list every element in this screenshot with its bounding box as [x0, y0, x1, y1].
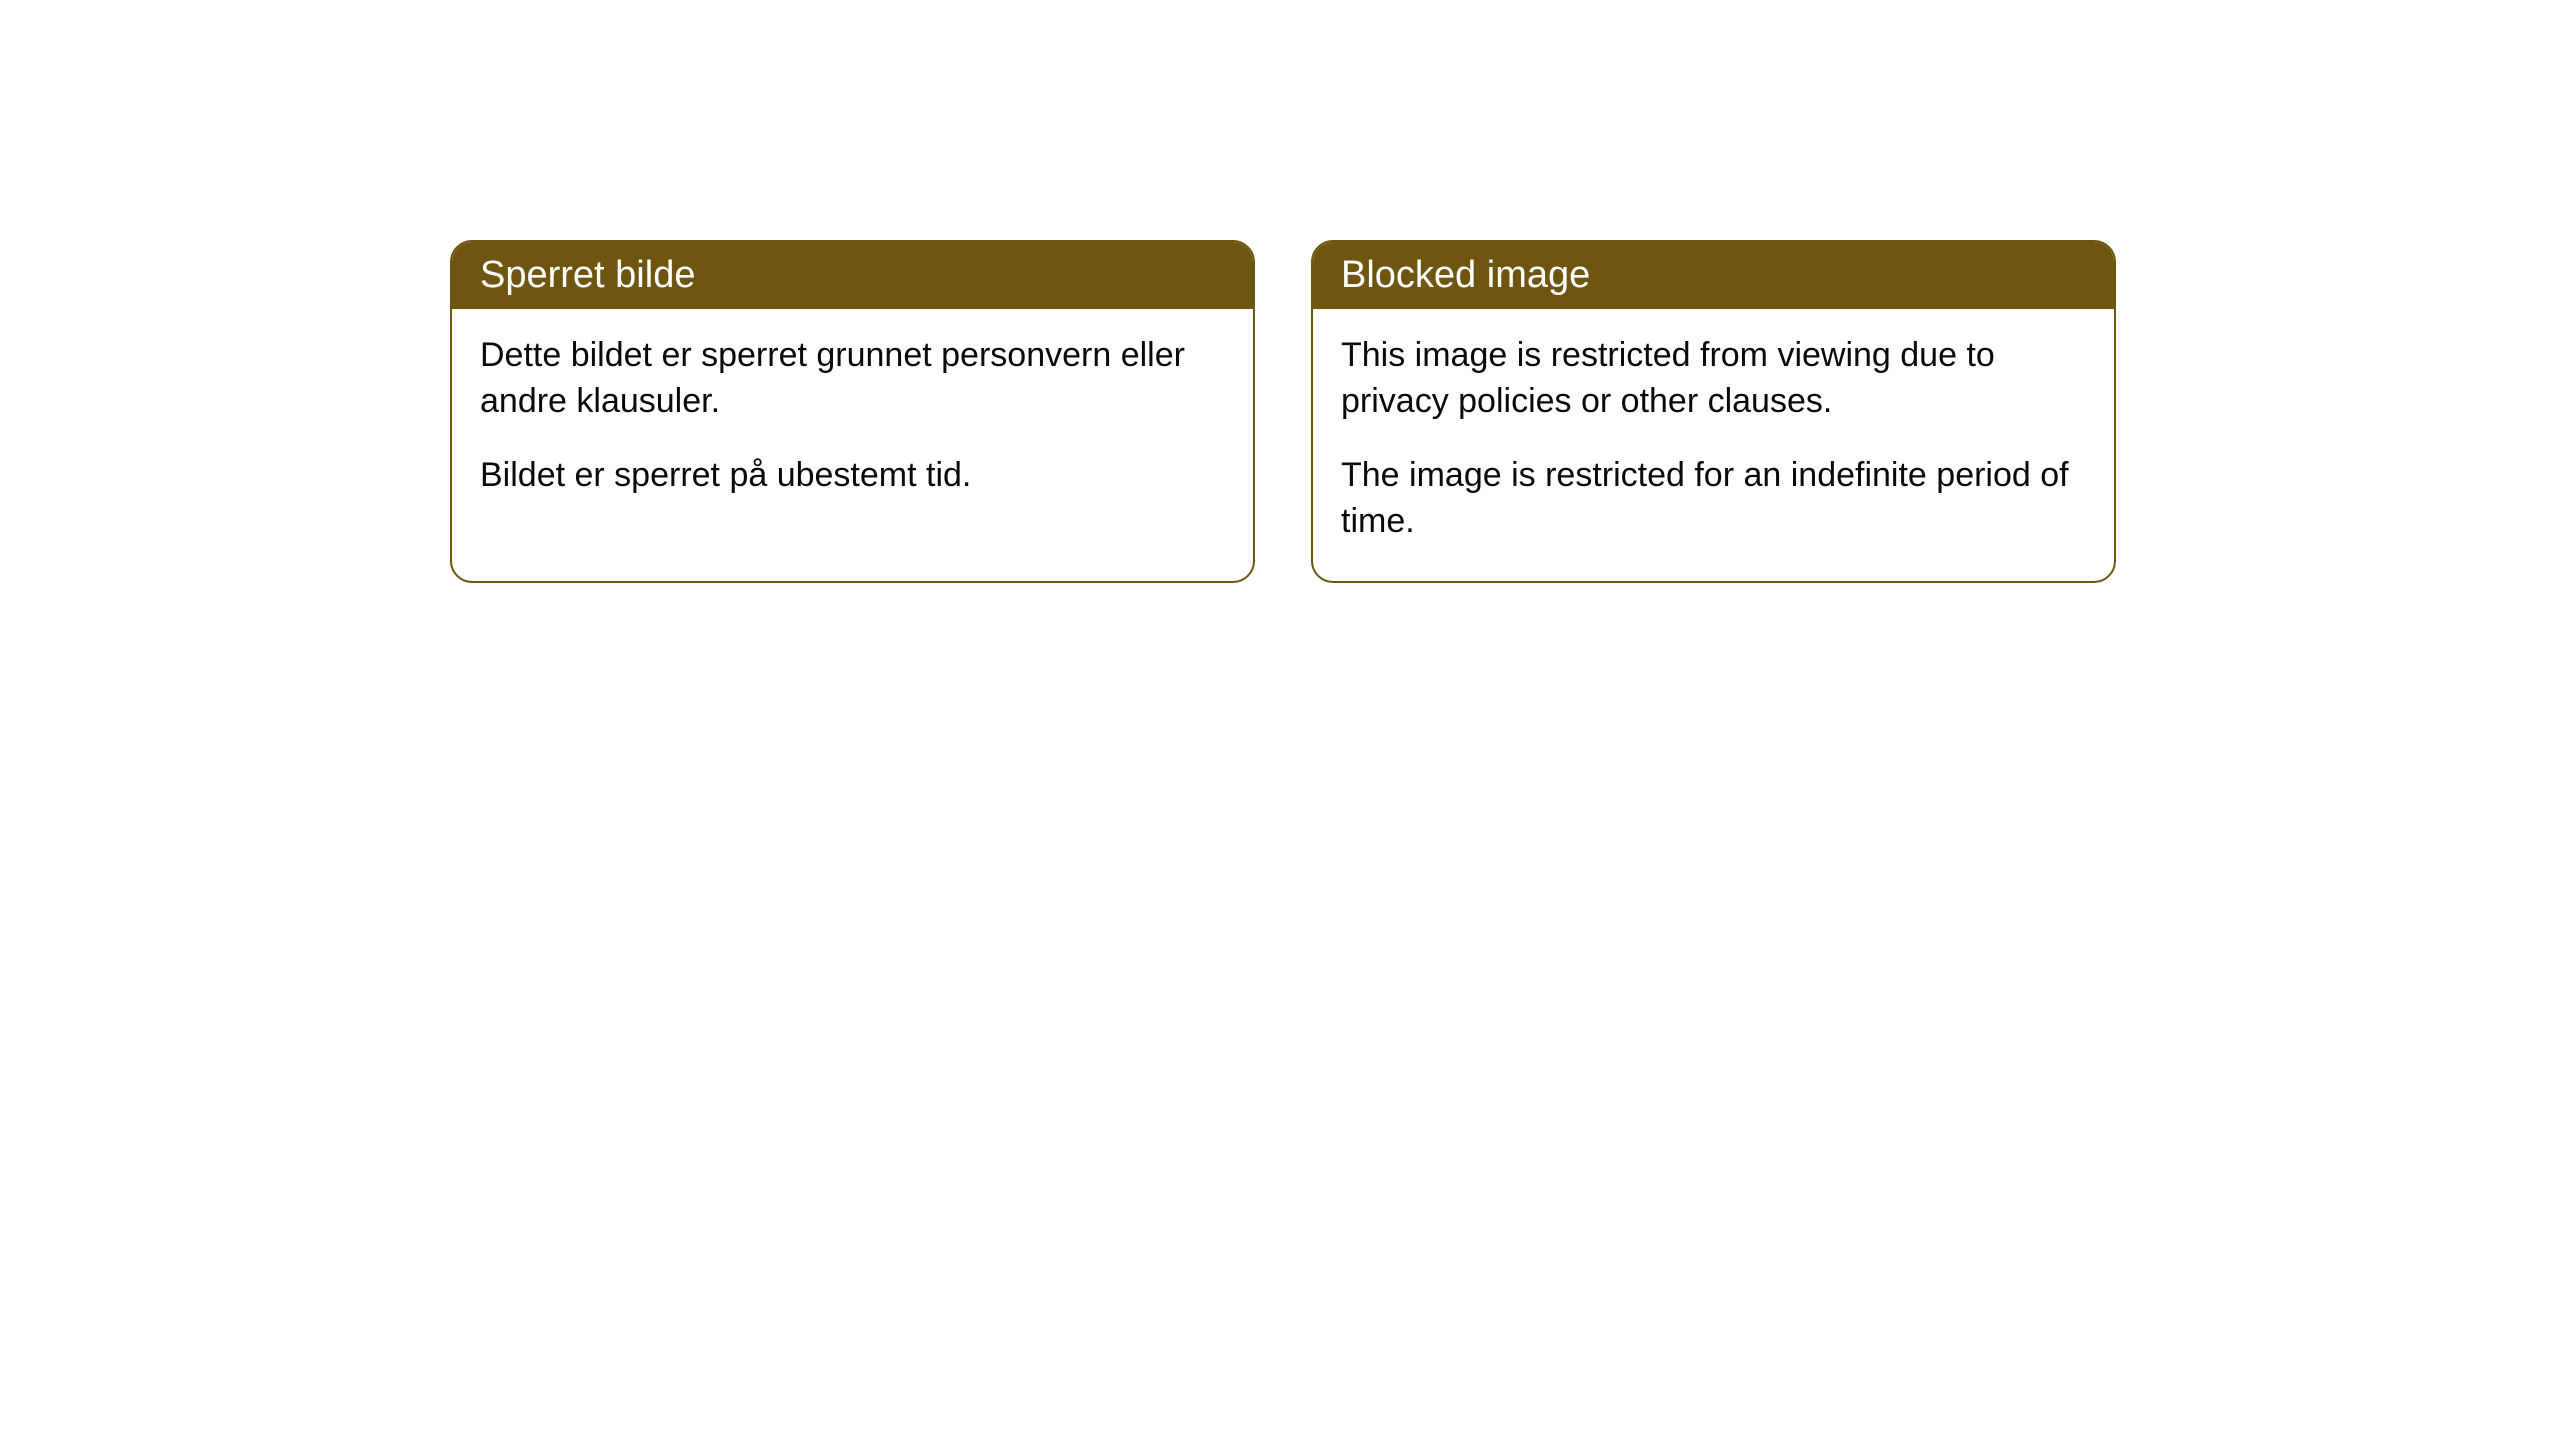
cards-container: Sperret bilde Dette bildet er sperret gr…: [450, 240, 2560, 583]
card-title-english: Blocked image: [1341, 254, 1590, 296]
card-body-norwegian: Dette bildet er sperret grunnet personve…: [452, 309, 1253, 535]
card-header-english: Blocked image: [1313, 242, 2114, 309]
card-paragraph2-norwegian: Bildet er sperret på ubestemt tid.: [480, 453, 1225, 499]
card-paragraph2-english: The image is restricted for an indefinit…: [1341, 453, 2086, 545]
blocked-image-card-norwegian: Sperret bilde Dette bildet er sperret gr…: [450, 240, 1255, 583]
card-title-norwegian: Sperret bilde: [480, 254, 695, 296]
card-header-norwegian: Sperret bilde: [452, 242, 1253, 309]
blocked-image-card-english: Blocked image This image is restricted f…: [1311, 240, 2116, 583]
card-paragraph1-english: This image is restricted from viewing du…: [1341, 333, 2086, 425]
card-paragraph1-norwegian: Dette bildet er sperret grunnet personve…: [480, 333, 1225, 425]
card-body-english: This image is restricted from viewing du…: [1313, 309, 2114, 581]
